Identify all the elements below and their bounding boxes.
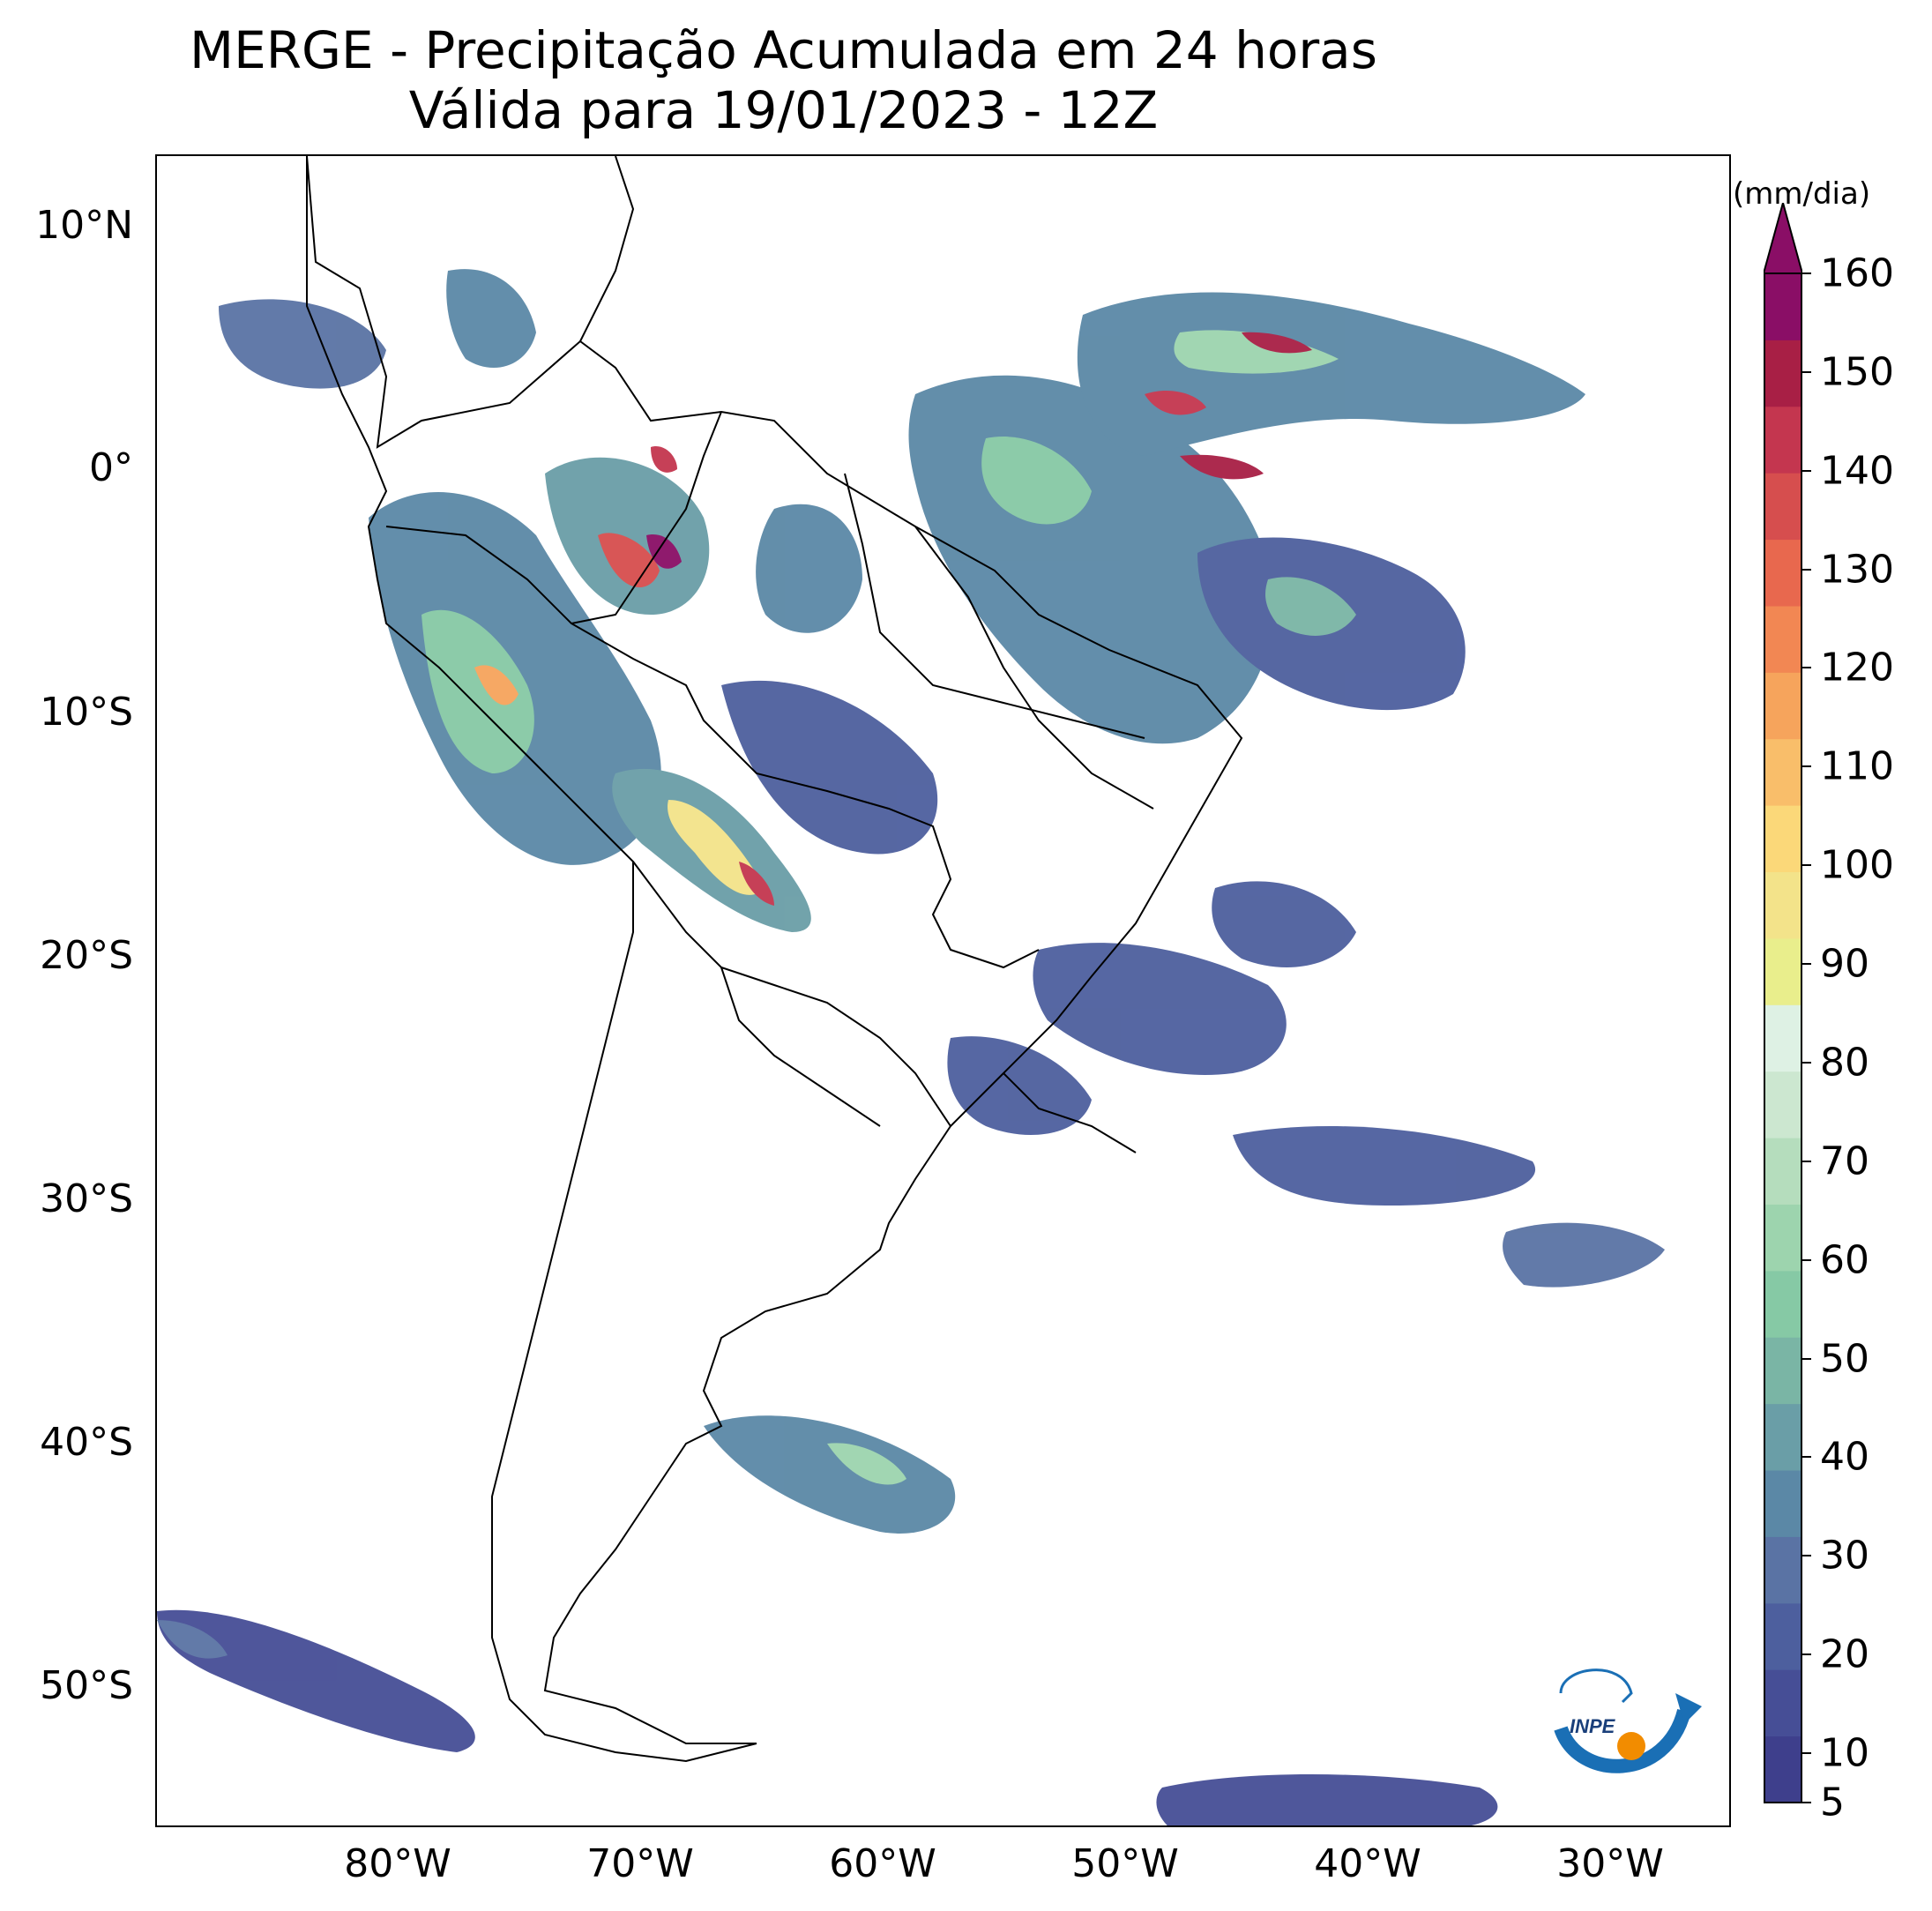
country-borders (306, 156, 1243, 1763)
logo-text: INPE (1570, 1715, 1616, 1737)
colorbar-tick-label: 60 (1820, 1237, 1869, 1283)
colorbar-band (1764, 1138, 1802, 1205)
colorbar-tick (1802, 1752, 1811, 1755)
colorbar-band (1764, 937, 1802, 1005)
colorbar-tick (1802, 1160, 1811, 1162)
lat-label-10s: 10°S (40, 690, 133, 735)
lon-label-80w: 80°W (344, 1841, 451, 1886)
lat-label-50s: 50°S (40, 1663, 133, 1708)
colorbar-tick (1802, 667, 1811, 669)
lat-label-30s: 30°S (40, 1176, 133, 1221)
lon-label-60w: 60°W (829, 1841, 936, 1886)
precipitation-map (157, 156, 1665, 1825)
map-subtitle: Válida para 19/01/2023 - 12Z (408, 80, 1159, 140)
colorbar-tick (1802, 1258, 1811, 1261)
colorbar-band (1764, 1270, 1802, 1338)
colorbar-band (1764, 473, 1802, 541)
colorbar-band (1764, 871, 1802, 939)
colorbar-outline (1764, 272, 1802, 1803)
colorbar-tick (1802, 469, 1811, 472)
lon-label-50w: 50°W (1071, 1841, 1179, 1886)
map-panel (155, 154, 1731, 1827)
colorbar-band (1764, 1204, 1802, 1272)
colorbar (1764, 203, 1802, 1803)
colorbar-tick-label: 20 (1820, 1631, 1869, 1677)
colorbar-band (1764, 1004, 1802, 1072)
colorbar-band (1764, 672, 1802, 740)
colorbar-tick (1802, 1555, 1811, 1557)
colorbar-tick (1802, 864, 1811, 867)
colorbar-tick (1802, 1456, 1811, 1459)
colorbar-tick-label: 120 (1820, 645, 1894, 690)
colorbar-tick (1802, 1653, 1811, 1656)
lon-label-40w: 40°W (1314, 1841, 1421, 1886)
lat-label-0: 0° (89, 445, 133, 490)
colorbar-tick-label: 80 (1820, 1040, 1869, 1086)
colorbar-band (1764, 1470, 1802, 1537)
colorbar-tick-label: 100 (1820, 842, 1894, 888)
colorbar-band (1764, 273, 1802, 340)
precipitation-field (157, 269, 1665, 1825)
colorbar-tick-label: 30 (1820, 1533, 1869, 1579)
colorbar-extend-arrow (1764, 203, 1802, 274)
colorbar-band (1764, 1071, 1802, 1138)
colorbar-band (1764, 539, 1802, 607)
colorbar-band (1764, 1602, 1802, 1670)
lat-label-20s: 20°S (40, 933, 133, 978)
map-title: MERGE - Precipitação Acumulada em 24 hor… (190, 20, 1377, 80)
colorbar-tick (1802, 963, 1811, 966)
colorbar-tick (1802, 272, 1811, 274)
colorbar-tick-label: 130 (1820, 547, 1894, 593)
colorbar-tick-label: 150 (1820, 349, 1894, 395)
colorbar-tick-label: 10 (1820, 1730, 1869, 1776)
lat-label-10n: 10°N (35, 203, 133, 248)
colorbar-tick-label: 5 (1820, 1780, 1845, 1825)
colorbar-band (1764, 1736, 1802, 1803)
lon-label-70w: 70°W (586, 1841, 694, 1886)
colorbar-tick (1802, 1061, 1811, 1064)
colorbar-bands (1764, 273, 1802, 1803)
colorbar-tick-label: 90 (1820, 941, 1869, 987)
colorbar-band (1764, 1536, 1802, 1604)
colorbar-band (1764, 406, 1802, 474)
colorbar-tick-label: 140 (1820, 448, 1894, 494)
colorbar-tick (1802, 1802, 1811, 1803)
colorbar-band (1764, 738, 1802, 806)
colorbar-band (1764, 1403, 1802, 1471)
colorbar-tick (1802, 765, 1811, 768)
colorbar-tick-label: 110 (1820, 743, 1894, 789)
colorbar-band (1764, 605, 1802, 673)
colorbar-band (1764, 1337, 1802, 1405)
colorbar-tick (1802, 370, 1811, 373)
colorbar-band (1764, 1669, 1802, 1737)
lon-label-30w: 30°W (1556, 1841, 1664, 1886)
inpe-logo: INPE (1554, 1668, 1702, 1773)
colorbar-band (1764, 340, 1802, 407)
colorbar-tick (1802, 568, 1811, 571)
colorbar-tick-label: 160 (1820, 250, 1894, 296)
colorbar-tick-label: 50 (1820, 1336, 1869, 1382)
colorbar-units: (mm/dia) (1733, 176, 1871, 212)
lat-label-40s: 40°S (40, 1420, 133, 1465)
colorbar-band (1764, 805, 1802, 873)
colorbar-tick-label: 70 (1820, 1138, 1869, 1184)
colorbar-tick (1802, 1357, 1811, 1360)
colorbar-tick-label: 40 (1820, 1434, 1869, 1480)
